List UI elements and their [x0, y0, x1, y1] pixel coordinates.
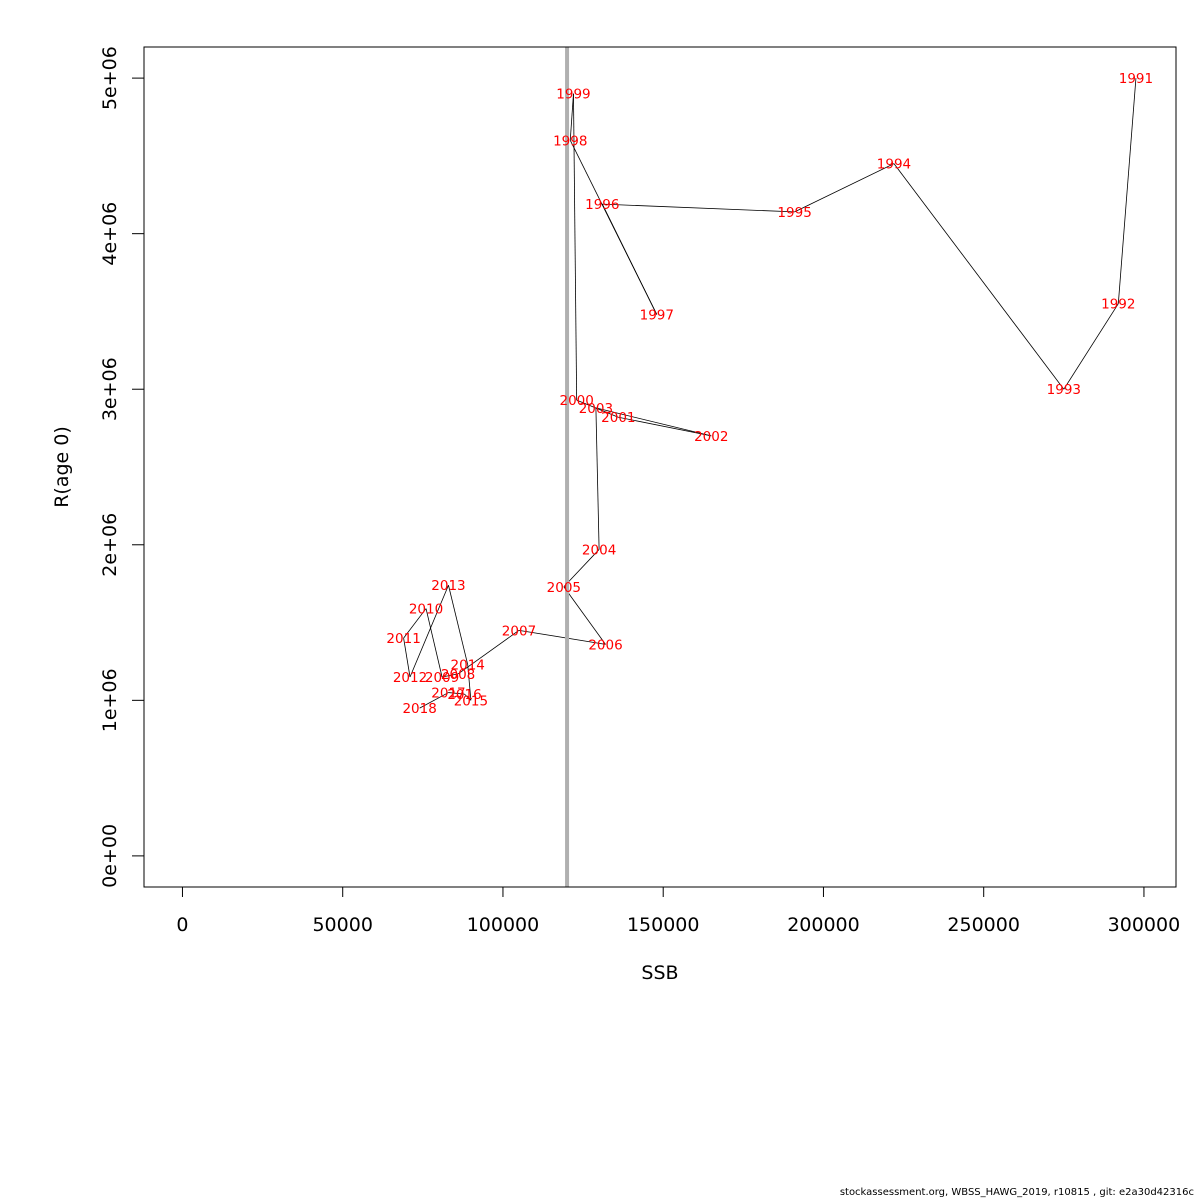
y-axis-title: R(age 0)	[51, 426, 73, 508]
point-label-1996: 1996	[585, 197, 619, 213]
point-label-2015: 2015	[454, 693, 488, 709]
segment-2003-2004	[595, 407, 600, 550]
segment-2010-2011	[403, 608, 427, 639]
footer-note: stockassessment.org, WBSS_HAWG_2019, r10…	[839, 1187, 1194, 1198]
segment-2017-2018	[419, 692, 449, 709]
point-label-1991: 1991	[1119, 71, 1153, 87]
segment-2015-2016	[464, 693, 472, 701]
point-label-1997: 1997	[640, 308, 674, 324]
segment-2016-2017	[448, 692, 465, 695]
segment-2013-2014	[448, 585, 469, 665]
y-tick-label-0: 0e+00	[99, 824, 121, 888]
point-label-2000: 2000	[559, 393, 593, 409]
segment-1992-1993	[1063, 303, 1119, 390]
point-label-1992: 1992	[1101, 297, 1135, 313]
segment-2014-2015	[467, 664, 472, 701]
x-tick-label-1: 50000	[312, 914, 372, 936]
x-tick-label-3: 150000	[627, 914, 700, 936]
segment-2001-2002	[618, 416, 712, 437]
x-tick-label-6: 300000	[1108, 914, 1181, 936]
segment-2005-2006	[563, 586, 606, 645]
x-tick-label-4: 200000	[787, 914, 860, 936]
segment-1994-1995	[794, 163, 895, 213]
trajectory-lines	[403, 78, 1137, 709]
segment-2004-2005	[563, 549, 600, 588]
year-labels: 1991 1992 1993 1994 1995 1996 1997 1998 1999 2000…	[386, 71, 1153, 717]
segment-1993-1994	[893, 163, 1065, 390]
segment-2008-2009	[441, 673, 459, 678]
segment-1991-1992	[1117, 78, 1137, 304]
y-tick-label-3: 3e+06	[99, 357, 121, 421]
y-tick-label-2: 2e+06	[99, 513, 121, 577]
x-axis: 0 50000 100000 150000 200000 250000 300000	[176, 887, 1180, 936]
point-label-2014: 2014	[451, 658, 485, 674]
point-label-2010: 2010	[409, 602, 443, 618]
point-label-2005: 2005	[547, 580, 581, 596]
point-label-1993: 1993	[1047, 382, 1081, 398]
point-label-2018: 2018	[402, 701, 436, 717]
y-axis: 0e+00 1e+06 2e+06 3e+06 4e+06 5e+06	[99, 46, 144, 888]
point-label-2001: 2001	[601, 410, 635, 426]
x-tick-label-5: 250000	[947, 914, 1020, 936]
plot-frame	[143, 46, 1177, 888]
segment-1999-2000	[573, 93, 578, 401]
point-label-2003: 2003	[579, 401, 613, 417]
x-tick-label-2: 100000	[467, 914, 540, 936]
segment-2009-2010	[425, 608, 443, 678]
point-label-2012: 2012	[393, 670, 427, 686]
point-label-2011: 2011	[386, 631, 420, 647]
y-tick-label-5: 5e+06	[99, 46, 121, 110]
point-label-2007: 2007	[502, 623, 536, 639]
segment-2002-2003	[595, 407, 712, 437]
point-label-2004: 2004	[582, 542, 616, 558]
point-label-1994: 1994	[877, 157, 911, 173]
point-label-2009: 2009	[425, 670, 459, 686]
point-label-2006: 2006	[588, 637, 622, 653]
point-label-2016: 2016	[447, 687, 481, 703]
segment-2006-2007	[518, 629, 606, 645]
point-label-2017: 2017	[431, 686, 465, 702]
segment-2011-2012	[403, 638, 411, 678]
point-label-2008: 2008	[441, 667, 475, 683]
point-label-1999: 1999	[556, 87, 590, 103]
segment-1998-1999	[569, 93, 574, 141]
segment-1995-1996	[602, 203, 795, 213]
x-axis-title: SSB	[641, 962, 678, 984]
point-label-2002: 2002	[694, 429, 728, 445]
segment-2012-2013	[409, 585, 449, 678]
point-label-1995: 1995	[777, 205, 811, 221]
point-label-2013: 2013	[431, 578, 465, 594]
point-label-1998: 1998	[553, 133, 587, 149]
segment-1997-1998	[569, 140, 658, 315]
y-tick-label-1: 1e+06	[99, 668, 121, 732]
y-tick-label-4: 4e+06	[99, 202, 121, 266]
x-tick-label-0: 0	[176, 914, 188, 936]
